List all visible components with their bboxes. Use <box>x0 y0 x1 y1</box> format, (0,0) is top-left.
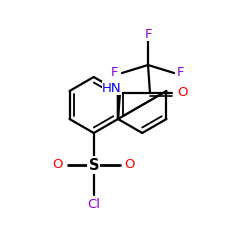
Text: F: F <box>111 66 119 80</box>
Text: F: F <box>144 28 152 40</box>
Text: S: S <box>88 158 99 172</box>
Text: HN: HN <box>102 82 122 94</box>
Text: Cl: Cl <box>87 198 100 210</box>
Text: F: F <box>177 66 185 80</box>
Text: O: O <box>177 86 187 100</box>
Text: O: O <box>52 158 63 172</box>
Text: O: O <box>124 158 135 172</box>
